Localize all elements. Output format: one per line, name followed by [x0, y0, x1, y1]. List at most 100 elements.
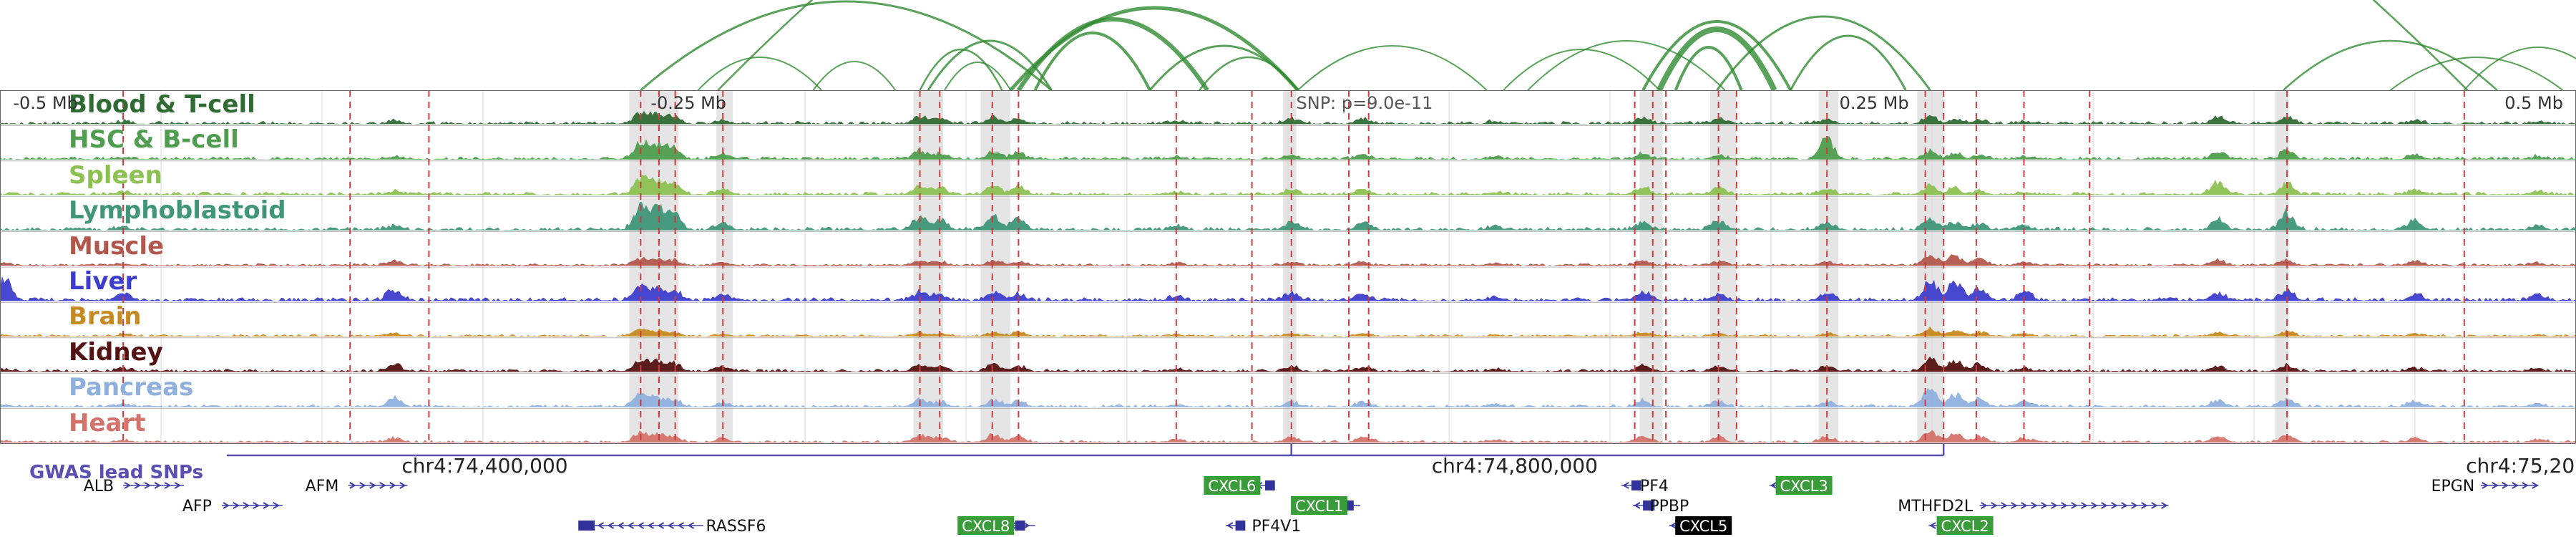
gene-direction-arrow: [164, 482, 172, 489]
track-label-hsc-b-cell: HSC & B-cell: [69, 125, 239, 155]
gene-direction-arrow: [627, 522, 635, 529]
axis-tick-neg-05mb: -0.5 Mb: [13, 93, 78, 113]
signal-kidney: [0, 357, 2576, 372]
gene-direction-arrow: [647, 522, 655, 529]
gene-label-box-cxcl2: [1936, 516, 1994, 535]
gene-label-ppbp: PPBP: [1649, 498, 1689, 516]
gene-exon-block: [1643, 500, 1655, 511]
track-label-heart: Heart: [69, 408, 146, 437]
gene-label-mthfd2l: MTHFD2L: [1898, 498, 1974, 516]
interaction-arc: [1716, 15, 1931, 90]
interaction-arc: [812, 61, 897, 90]
signal-liver: [0, 276, 2576, 301]
track-label-blood-t-cell: Blood & T-cell: [69, 90, 255, 119]
gene-direction-arrow: [657, 522, 665, 529]
gene-direction-arrow: [124, 482, 132, 489]
signal-blood-t-cell: [0, 110, 2576, 125]
interaction-arc: [2464, 47, 2576, 90]
gene-direction-arrow: [2031, 502, 2038, 509]
interaction-arc: [1641, 20, 1792, 90]
gene-exon-block: [1631, 480, 1641, 490]
signal-lymphoblastoid: [0, 201, 2576, 231]
gene-direction-arrow: [134, 482, 142, 489]
track-label-brain: Brain: [69, 302, 142, 332]
gene-label-afp: AFP: [182, 498, 212, 516]
gene-direction-arrow: [2001, 502, 2008, 509]
track-label-kidney: Kidney: [69, 337, 163, 367]
gene-label-alb: ALB: [84, 478, 114, 495]
gene-direction-arrow: [233, 502, 240, 509]
gene-direction-arrow: [1622, 482, 1629, 489]
snp-pvalue-label: SNP: p=9.0e-11: [1296, 93, 1433, 113]
gene-direction-arrow: [2492, 482, 2499, 489]
gene-label-cxcl2: CXCL2: [1941, 518, 1989, 535]
gene-label-rassf6: RASSF6: [706, 518, 766, 536]
interaction-arc: [1503, 49, 1660, 90]
gene-direction-arrow: [607, 522, 615, 529]
gene-exon-block: [578, 521, 595, 531]
gene-direction-arrow: [1023, 522, 1030, 529]
gene-direction-arrow: [273, 502, 280, 509]
interaction-arc: [1199, 56, 1299, 90]
signal-pancreas: [0, 387, 2576, 407]
gene-direction-arrow: [144, 482, 152, 489]
gene-direction-arrow: [1669, 522, 1677, 529]
gene-label-afm: AFM: [306, 478, 339, 495]
gene-direction-arrow: [2151, 502, 2158, 509]
gene-label-box-cxcl3: [1775, 476, 1833, 495]
signal-heart: [0, 430, 2576, 442]
interaction-arc: [919, 49, 1003, 90]
gene-direction-arrow: [2081, 502, 2088, 509]
gene-direction-arrow: [597, 522, 605, 529]
axis-tick-neg-025mb: -0.25 Mb: [650, 93, 727, 113]
gene-label-pf4: PF4: [1640, 478, 1669, 495]
track-label-lymphoblastoid: Lymphoblastoid: [69, 196, 286, 226]
gene-label-box-cxcl8: [957, 516, 1015, 535]
interaction-arc: [2389, 57, 2564, 90]
gene-direction-arrow: [1991, 502, 1998, 509]
track-label-pancreas: Pancreas: [69, 373, 194, 402]
gene-direction-arrow: [2522, 482, 2529, 489]
gene-label-cxcl8: CXCL8: [962, 518, 1010, 535]
gene-exon-block: [1265, 480, 1275, 490]
gene-exon-block: [1235, 521, 1246, 531]
track-label-muscle: Muscle: [69, 231, 165, 261]
gene-annotation-panel: chr4:74,400,000 chr4:74,800,000 chr4:75,20…: [84, 444, 2575, 536]
signal-hsc-b-cell: [0, 135, 2576, 160]
gene-direction-arrow: [2061, 502, 2068, 509]
interaction-arc: [1790, 34, 1907, 90]
gene-direction-arrow: [2101, 502, 2108, 509]
signal-muscle: [0, 254, 2576, 266]
coordinate-label: chr4:74,400,000: [401, 454, 567, 478]
interaction-arcs-panel: [640, 0, 2576, 90]
gene-direction-arrow: [2121, 502, 2128, 509]
gene-direction-arrow: [2021, 502, 2028, 509]
interaction-arc: [717, 0, 2469, 90]
gene-direction-arrow: [667, 522, 675, 529]
gene-direction-arrow: [263, 502, 270, 509]
gene-direction-arrow: [253, 502, 260, 509]
signal-spleen: [0, 175, 2576, 195]
gene-direction-arrow: [2502, 482, 2509, 489]
gene-label-cxcl1: CXCL1: [1295, 498, 1343, 515]
gene-direction-arrow: [2041, 502, 2048, 509]
gene-direction-arrow: [2141, 502, 2148, 509]
gene-label-box-cxcl6: [1204, 476, 1261, 495]
interaction-arc: [640, 0, 1053, 90]
gene-direction-arrow: [399, 482, 406, 489]
gene-label-cxcl6: CXCL6: [1208, 478, 1256, 495]
interaction-arc: [1297, 45, 1488, 90]
gene-direction-arrow: [677, 522, 685, 529]
gene-label-pf4v1: PF4V1: [1252, 518, 1301, 536]
interaction-arc: [1657, 26, 1777, 90]
interaction-arc: [944, 62, 1012, 90]
signal-brain: [0, 326, 2576, 337]
gene-direction-arrow: [2532, 482, 2539, 489]
gene-direction-arrow: [359, 482, 366, 489]
coordinate-label: chr4:74,800,000: [1432, 454, 1598, 478]
gene-direction-arrow: [2482, 482, 2489, 489]
gene-direction-arrow: [174, 482, 182, 489]
gene-label-epgn: EPGN: [2431, 478, 2475, 495]
track-label-spleen: Spleen: [69, 160, 162, 190]
